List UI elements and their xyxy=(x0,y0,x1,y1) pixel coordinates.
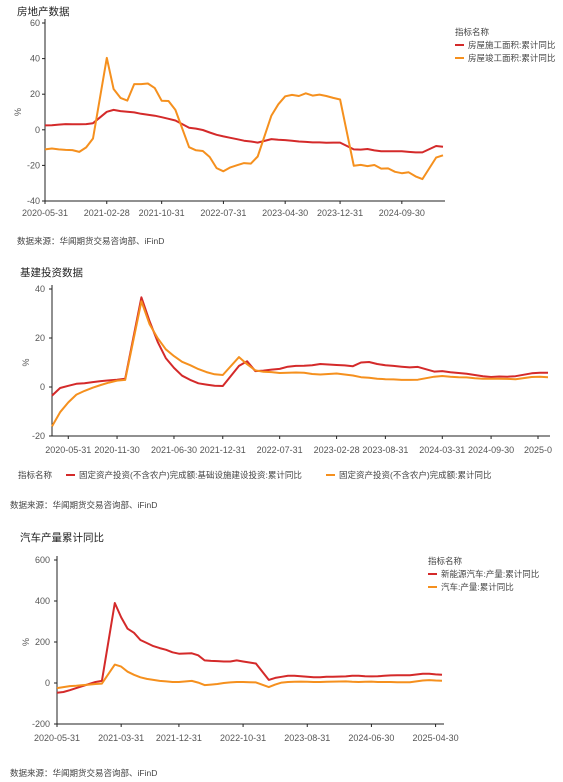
x-tick-label: 2023-08-31 xyxy=(362,445,408,455)
y-axis-label: % xyxy=(21,638,31,646)
x-tick-label: 2021-03-31 xyxy=(98,733,144,743)
y-axis-label: % xyxy=(13,108,23,116)
plot-area: 60 40 20 0 -20 -40% 2020-05-31 2021-02-28 2021-1… xyxy=(13,18,555,218)
y-axis-label: % xyxy=(21,358,31,366)
x-tick-label: 2024-06-30 xyxy=(348,733,394,743)
series-line-2 xyxy=(44,56,444,181)
y-tick-label: 60 xyxy=(30,18,40,28)
x-tick-label: 2023-08-31 xyxy=(284,733,330,743)
y-tick-label: 20 xyxy=(35,333,45,343)
legend-entry: 固定资产投资(不含农户)完成额:基础设施建设投资:累计同比 xyxy=(79,470,302,480)
y-tick-label: -40 xyxy=(27,196,40,206)
y-tick-label: 200 xyxy=(35,637,50,647)
x-tick-label: 2021-02-28 xyxy=(84,208,130,218)
y-tick-label: 0 xyxy=(45,678,50,688)
chart-title: 基建投资数据 xyxy=(20,266,83,279)
legend-title: 指标名称 xyxy=(428,556,463,566)
real-estate-chart: 房地产数据 60 40 20 0 -20 -40% 2020-05-31 2021-02-28… xyxy=(13,5,555,246)
y-tick-label: 20 xyxy=(30,89,40,99)
legend-title: 指标名称 xyxy=(455,27,490,37)
y-tick-label: -200 xyxy=(32,719,50,729)
x-tick-label: 2020-11-30 xyxy=(94,445,139,455)
x-tick-label: 2024-03-31 xyxy=(419,445,465,455)
chart-source: 数据来源：华闻期货交易咨询部、iFinD xyxy=(10,768,157,778)
y-tick-label: -20 xyxy=(32,431,45,441)
auto-production-chart: 汽车产量累计同比 600 400 200 0 -200% 2020-05-31 2021-0… xyxy=(10,531,539,778)
y-tick-label: 0 xyxy=(40,382,45,392)
y-tick-label: 40 xyxy=(35,284,45,294)
x-tick-label: 2024-09-30 xyxy=(379,208,425,218)
x-tick-label: 2025-0 xyxy=(524,445,552,455)
chart-title: 房地产数据 xyxy=(17,5,70,18)
legend-entry: 新能源汽车:产量:累计同比 xyxy=(441,569,539,579)
legend-entry: 汽车:产量:累计同比 xyxy=(441,582,514,592)
chart-source: 数据来源：华闻期货交易咨询部、iFinD xyxy=(10,500,157,510)
series-line-2 xyxy=(56,663,443,690)
x-tick-label: 2021-12-31 xyxy=(156,733,202,743)
x-tick-label: 2021-06-30 xyxy=(151,445,197,455)
infrastructure-investment-chart: 基建投资数据 40 20 0 -20% 2020-05-31 2020-11-30 2021… xyxy=(10,266,552,510)
legend-entry: 固定资产投资(不含农户)完成额:累计同比 xyxy=(339,470,492,480)
chart-source: 数据来源：华闻期货交易咨询部、iFinD xyxy=(17,236,164,246)
x-tick-label: 2023-12-31 xyxy=(317,208,363,218)
x-tick-label: 2023-02-28 xyxy=(314,445,360,455)
y-tick-label: 40 xyxy=(30,54,40,64)
chart-title: 汽车产量累计同比 xyxy=(20,531,104,544)
legend-entry: 房屋竣工面积:累计同比 xyxy=(468,53,555,63)
x-tick-label: 2021-10-31 xyxy=(139,208,185,218)
series-line-1 xyxy=(44,108,444,154)
x-tick-label: 2020-05-31 xyxy=(45,445,91,455)
x-tick-label: 2021-12-31 xyxy=(200,445,246,455)
legend-entry: 房屋施工面积:累计同比 xyxy=(468,40,555,50)
x-tick-label: 2025-04-30 xyxy=(413,733,459,743)
series-line-1 xyxy=(56,602,443,694)
x-tick-label: 2020-05-31 xyxy=(22,208,68,218)
x-tick-label: 2022-07-31 xyxy=(200,208,246,218)
series-line-2 xyxy=(51,300,549,427)
x-tick-label: 2022-10-31 xyxy=(220,733,266,743)
y-tick-label: -20 xyxy=(27,160,40,170)
x-tick-label: 2020-05-31 xyxy=(34,733,80,743)
plot-area: 600 400 200 0 -200% 2020-05-31 2021-03-31 2021-… xyxy=(21,555,539,743)
x-tick-label: 2024-09-30 xyxy=(468,445,514,455)
y-tick-label: 400 xyxy=(35,596,50,606)
x-tick-label: 2022-07-31 xyxy=(257,445,303,455)
x-tick-label: 2023-04-30 xyxy=(262,208,308,218)
series-line-1 xyxy=(51,296,548,397)
legend-title: 指标名称 xyxy=(18,470,53,480)
y-tick-label: 0 xyxy=(35,125,40,135)
y-tick-label: 600 xyxy=(35,555,50,565)
